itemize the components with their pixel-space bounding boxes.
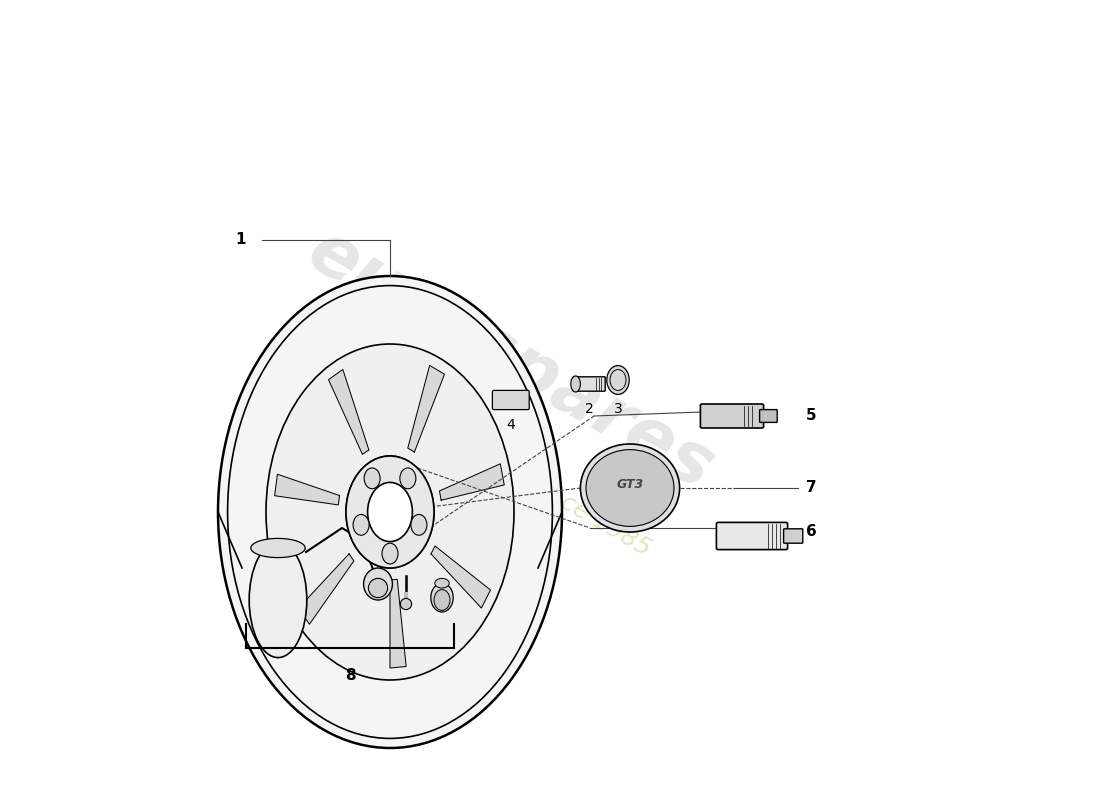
Text: 7: 7 — [806, 481, 816, 495]
Ellipse shape — [353, 514, 370, 535]
Ellipse shape — [353, 514, 370, 535]
Ellipse shape — [266, 344, 514, 680]
Polygon shape — [440, 464, 504, 500]
Text: 8: 8 — [344, 668, 355, 683]
Ellipse shape — [434, 590, 450, 610]
Text: 5: 5 — [806, 409, 816, 423]
Ellipse shape — [251, 538, 305, 558]
Ellipse shape — [571, 376, 581, 392]
Text: a passion for parts since 1985: a passion for parts since 1985 — [317, 351, 656, 561]
Text: 4: 4 — [506, 418, 515, 432]
Ellipse shape — [607, 366, 629, 394]
FancyBboxPatch shape — [701, 404, 763, 428]
Text: eurospares: eurospares — [295, 216, 725, 504]
FancyBboxPatch shape — [716, 522, 788, 550]
Ellipse shape — [364, 568, 393, 600]
Polygon shape — [390, 579, 406, 668]
Text: GT3: GT3 — [616, 478, 644, 490]
Polygon shape — [298, 554, 354, 624]
Ellipse shape — [218, 276, 562, 748]
FancyBboxPatch shape — [493, 390, 529, 410]
Ellipse shape — [400, 468, 416, 489]
Polygon shape — [431, 546, 491, 608]
Text: 6: 6 — [806, 524, 816, 538]
Polygon shape — [408, 366, 444, 452]
Ellipse shape — [400, 468, 416, 489]
Ellipse shape — [346, 456, 434, 568]
Polygon shape — [329, 370, 368, 454]
Ellipse shape — [367, 482, 412, 542]
Ellipse shape — [364, 468, 381, 489]
Ellipse shape — [364, 468, 381, 489]
Ellipse shape — [382, 543, 398, 564]
Text: 3: 3 — [614, 402, 623, 416]
FancyBboxPatch shape — [760, 410, 778, 422]
Text: 2: 2 — [585, 402, 594, 416]
Ellipse shape — [434, 578, 449, 588]
Ellipse shape — [586, 450, 674, 526]
Ellipse shape — [411, 514, 427, 535]
Text: 1: 1 — [235, 233, 246, 247]
FancyBboxPatch shape — [573, 377, 605, 391]
Ellipse shape — [346, 456, 434, 568]
Ellipse shape — [367, 482, 412, 542]
Ellipse shape — [382, 543, 398, 564]
Polygon shape — [275, 474, 340, 505]
Ellipse shape — [400, 598, 411, 610]
Ellipse shape — [250, 542, 307, 658]
FancyBboxPatch shape — [783, 529, 803, 543]
Ellipse shape — [431, 583, 453, 612]
Ellipse shape — [411, 514, 427, 535]
Ellipse shape — [368, 578, 387, 598]
Ellipse shape — [581, 444, 680, 532]
